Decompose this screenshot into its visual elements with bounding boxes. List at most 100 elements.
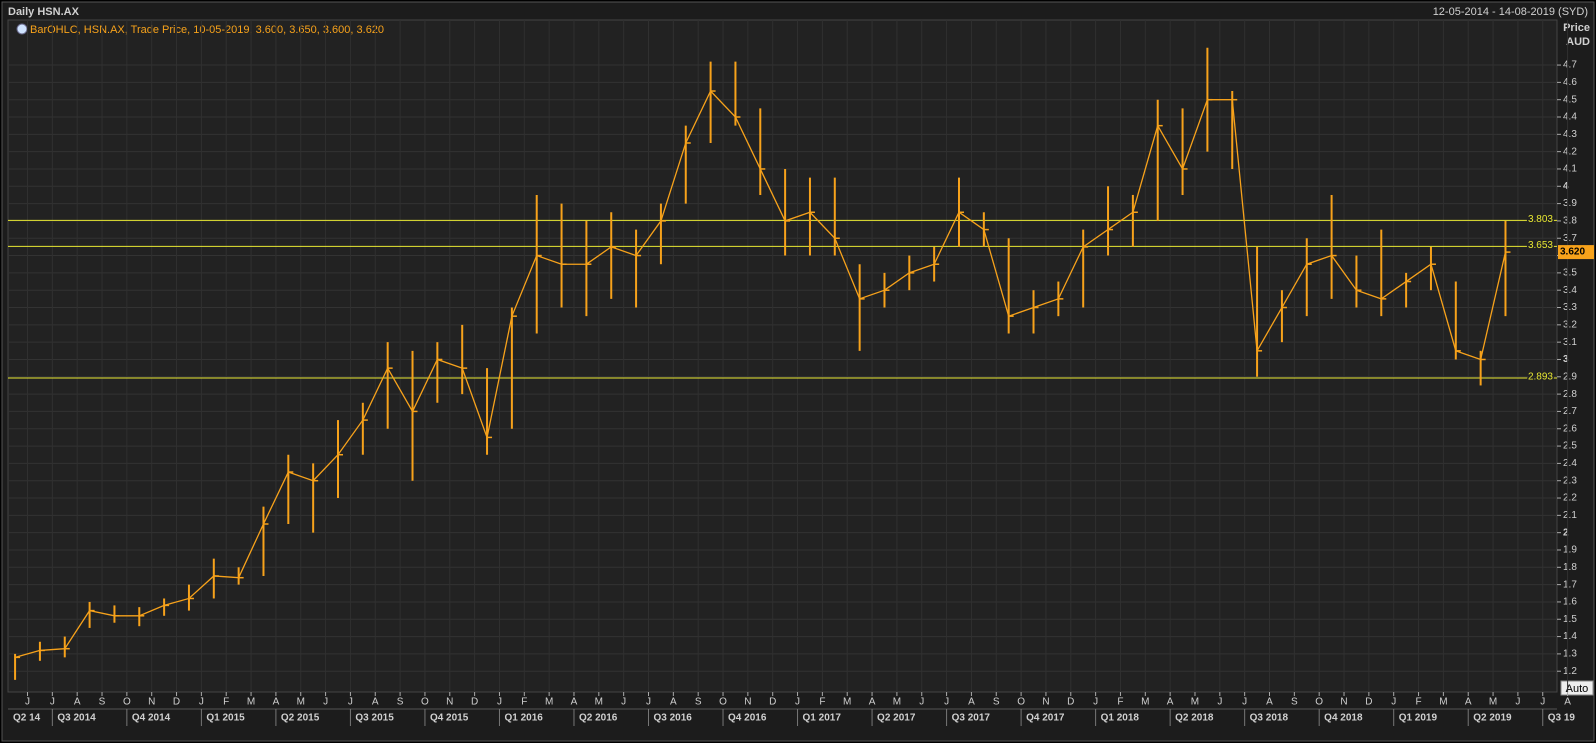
x-tick-label: S — [993, 697, 1000, 708]
y-tick-label: 4.7 — [1563, 60, 1577, 71]
x-tick-label: J — [497, 697, 502, 708]
x-tick-label: S — [99, 697, 106, 708]
quarter-label: Q2 2016 — [579, 713, 618, 724]
x-tick-label: J — [919, 697, 924, 708]
level-label: 3.653 — [1528, 240, 1553, 251]
y-tick-label: 4.3 — [1563, 129, 1577, 140]
x-tick-label: J — [621, 697, 626, 708]
y-tick-label: 1.2 — [1563, 666, 1577, 677]
legend: BarOHLC, HSN.AX, Trade Price, 10-05-2019… — [30, 24, 384, 36]
auto-label[interactable]: Auto — [1566, 683, 1589, 695]
x-tick-label: N — [1042, 697, 1049, 708]
y-tick-label: 3 — [1563, 354, 1569, 365]
x-tick-label: D — [1067, 697, 1074, 708]
x-tick-label: J — [323, 697, 328, 708]
quarter-label: Q4 2018 — [1324, 713, 1363, 724]
quarter-label: Q3 2014 — [57, 713, 96, 724]
x-tick-label: J — [1242, 697, 1247, 708]
x-tick-label: M — [1439, 697, 1447, 708]
quarter-label: Q4 2016 — [728, 713, 767, 724]
y-tick-label: 2.8 — [1563, 389, 1577, 400]
x-tick-label: J — [50, 697, 55, 708]
quarter-label: Q1 2019 — [1399, 713, 1438, 724]
quarter-label: Q2 2018 — [1175, 713, 1214, 724]
y-tick-label: 1.8 — [1563, 562, 1577, 573]
x-tick-label: A — [670, 697, 677, 708]
x-tick-label: A — [1266, 697, 1273, 708]
x-tick-label: O — [1315, 697, 1323, 708]
x-tick-label: F — [819, 697, 825, 708]
x-tick-label: M — [893, 697, 901, 708]
legend-icon[interactable] — [16, 23, 28, 35]
x-tick-label: F — [521, 697, 527, 708]
plot-area — [7, 19, 1558, 693]
x-tick-label: J — [1391, 697, 1396, 708]
level-label: 2.893 — [1528, 372, 1553, 383]
x-tick-label: M — [595, 697, 603, 708]
x-tick-label: J — [25, 697, 30, 708]
quarter-label: Q3 2016 — [654, 713, 693, 724]
y-tick-label: 2 — [1563, 527, 1569, 538]
y-tick-label: 2.9 — [1563, 371, 1577, 382]
last-price-label: 3.620 — [1560, 247, 1585, 258]
quarter-label: Q1 2018 — [1101, 713, 1140, 724]
quarter-label: Q3 2018 — [1250, 713, 1289, 724]
x-tick-label: A — [273, 697, 280, 708]
y-tick-label: 3.7 — [1563, 233, 1577, 244]
x-tick-label: M — [843, 697, 851, 708]
quarter-label: Q2 2015 — [281, 713, 320, 724]
x-tick-label: O — [123, 697, 131, 708]
y-tick-label: 1.6 — [1563, 597, 1577, 608]
y-tick-label: 3.5 — [1563, 268, 1577, 279]
y-tick-label: 3.8 — [1563, 216, 1577, 227]
x-tick-label: A — [74, 697, 81, 708]
close-line — [14, 89, 1507, 658]
x-tick-label: D — [1365, 697, 1372, 708]
x-tick-label: M — [1489, 697, 1497, 708]
quarter-label: Q2 2019 — [1473, 713, 1512, 724]
y-tick-label: 4.5 — [1563, 94, 1577, 105]
x-tick-label: N — [1340, 697, 1347, 708]
level-label: 3.803 — [1528, 214, 1553, 225]
title: Daily HSN.AX — [8, 6, 80, 18]
y-tick-label: 2.2 — [1563, 493, 1577, 504]
y-tick-label: 4 — [1563, 181, 1569, 192]
x-tick-label: F — [1117, 697, 1123, 708]
x-tick-label: N — [744, 697, 751, 708]
y-tick-label: 2.3 — [1563, 475, 1577, 486]
quarter-label: Q3 2017 — [952, 713, 991, 724]
y-tick-label: 4.1 — [1563, 164, 1577, 175]
x-tick-label: S — [695, 697, 702, 708]
x-tick-label: M — [297, 697, 305, 708]
x-tick-label: O — [421, 697, 429, 708]
y-tick-label: 1.7 — [1563, 579, 1577, 590]
last-price-box — [1558, 245, 1594, 260]
x-tick-label: M — [1191, 697, 1199, 708]
quarter-label: Q3 2015 — [355, 713, 394, 724]
y-tick-label: 2.7 — [1563, 406, 1577, 417]
x-tick-label: D — [769, 697, 776, 708]
y-tick-label: 4.4 — [1563, 112, 1577, 123]
date-range: 12-05-2014 - 14-08-2019 (SYD) — [1433, 6, 1588, 18]
quarter-label: Q1 2015 — [206, 713, 245, 724]
x-tick-label: M — [247, 697, 255, 708]
y-tick-label: 4.2 — [1563, 146, 1577, 157]
x-tick-label: J — [944, 697, 949, 708]
x-tick-label: J — [1540, 697, 1545, 708]
y-tick-label: 3.4 — [1563, 285, 1577, 296]
x-tick-label: A — [869, 697, 876, 708]
x-tick-label: A — [968, 697, 975, 708]
x-tick-label: D — [173, 697, 180, 708]
x-tick-label: A — [1167, 697, 1174, 708]
x-tick-label: J — [199, 697, 204, 708]
x-tick-label: A — [1564, 697, 1571, 708]
x-tick-label: J — [795, 697, 800, 708]
chart-layer: 1.2 1.3 1.4 1.5 1.6 1.7 1.8 1.9 2 2.1 2.2 2.3 2.4 2.5… — [8, 20, 1594, 726]
y-tick-label: 1.3 — [1563, 649, 1577, 660]
auto-button[interactable] — [1560, 680, 1594, 696]
x-tick-label: J — [1093, 697, 1098, 708]
x-tick-label: N — [148, 697, 155, 708]
x-tick-label: A — [1465, 697, 1472, 708]
y-axis-label: Price — [1563, 22, 1590, 34]
